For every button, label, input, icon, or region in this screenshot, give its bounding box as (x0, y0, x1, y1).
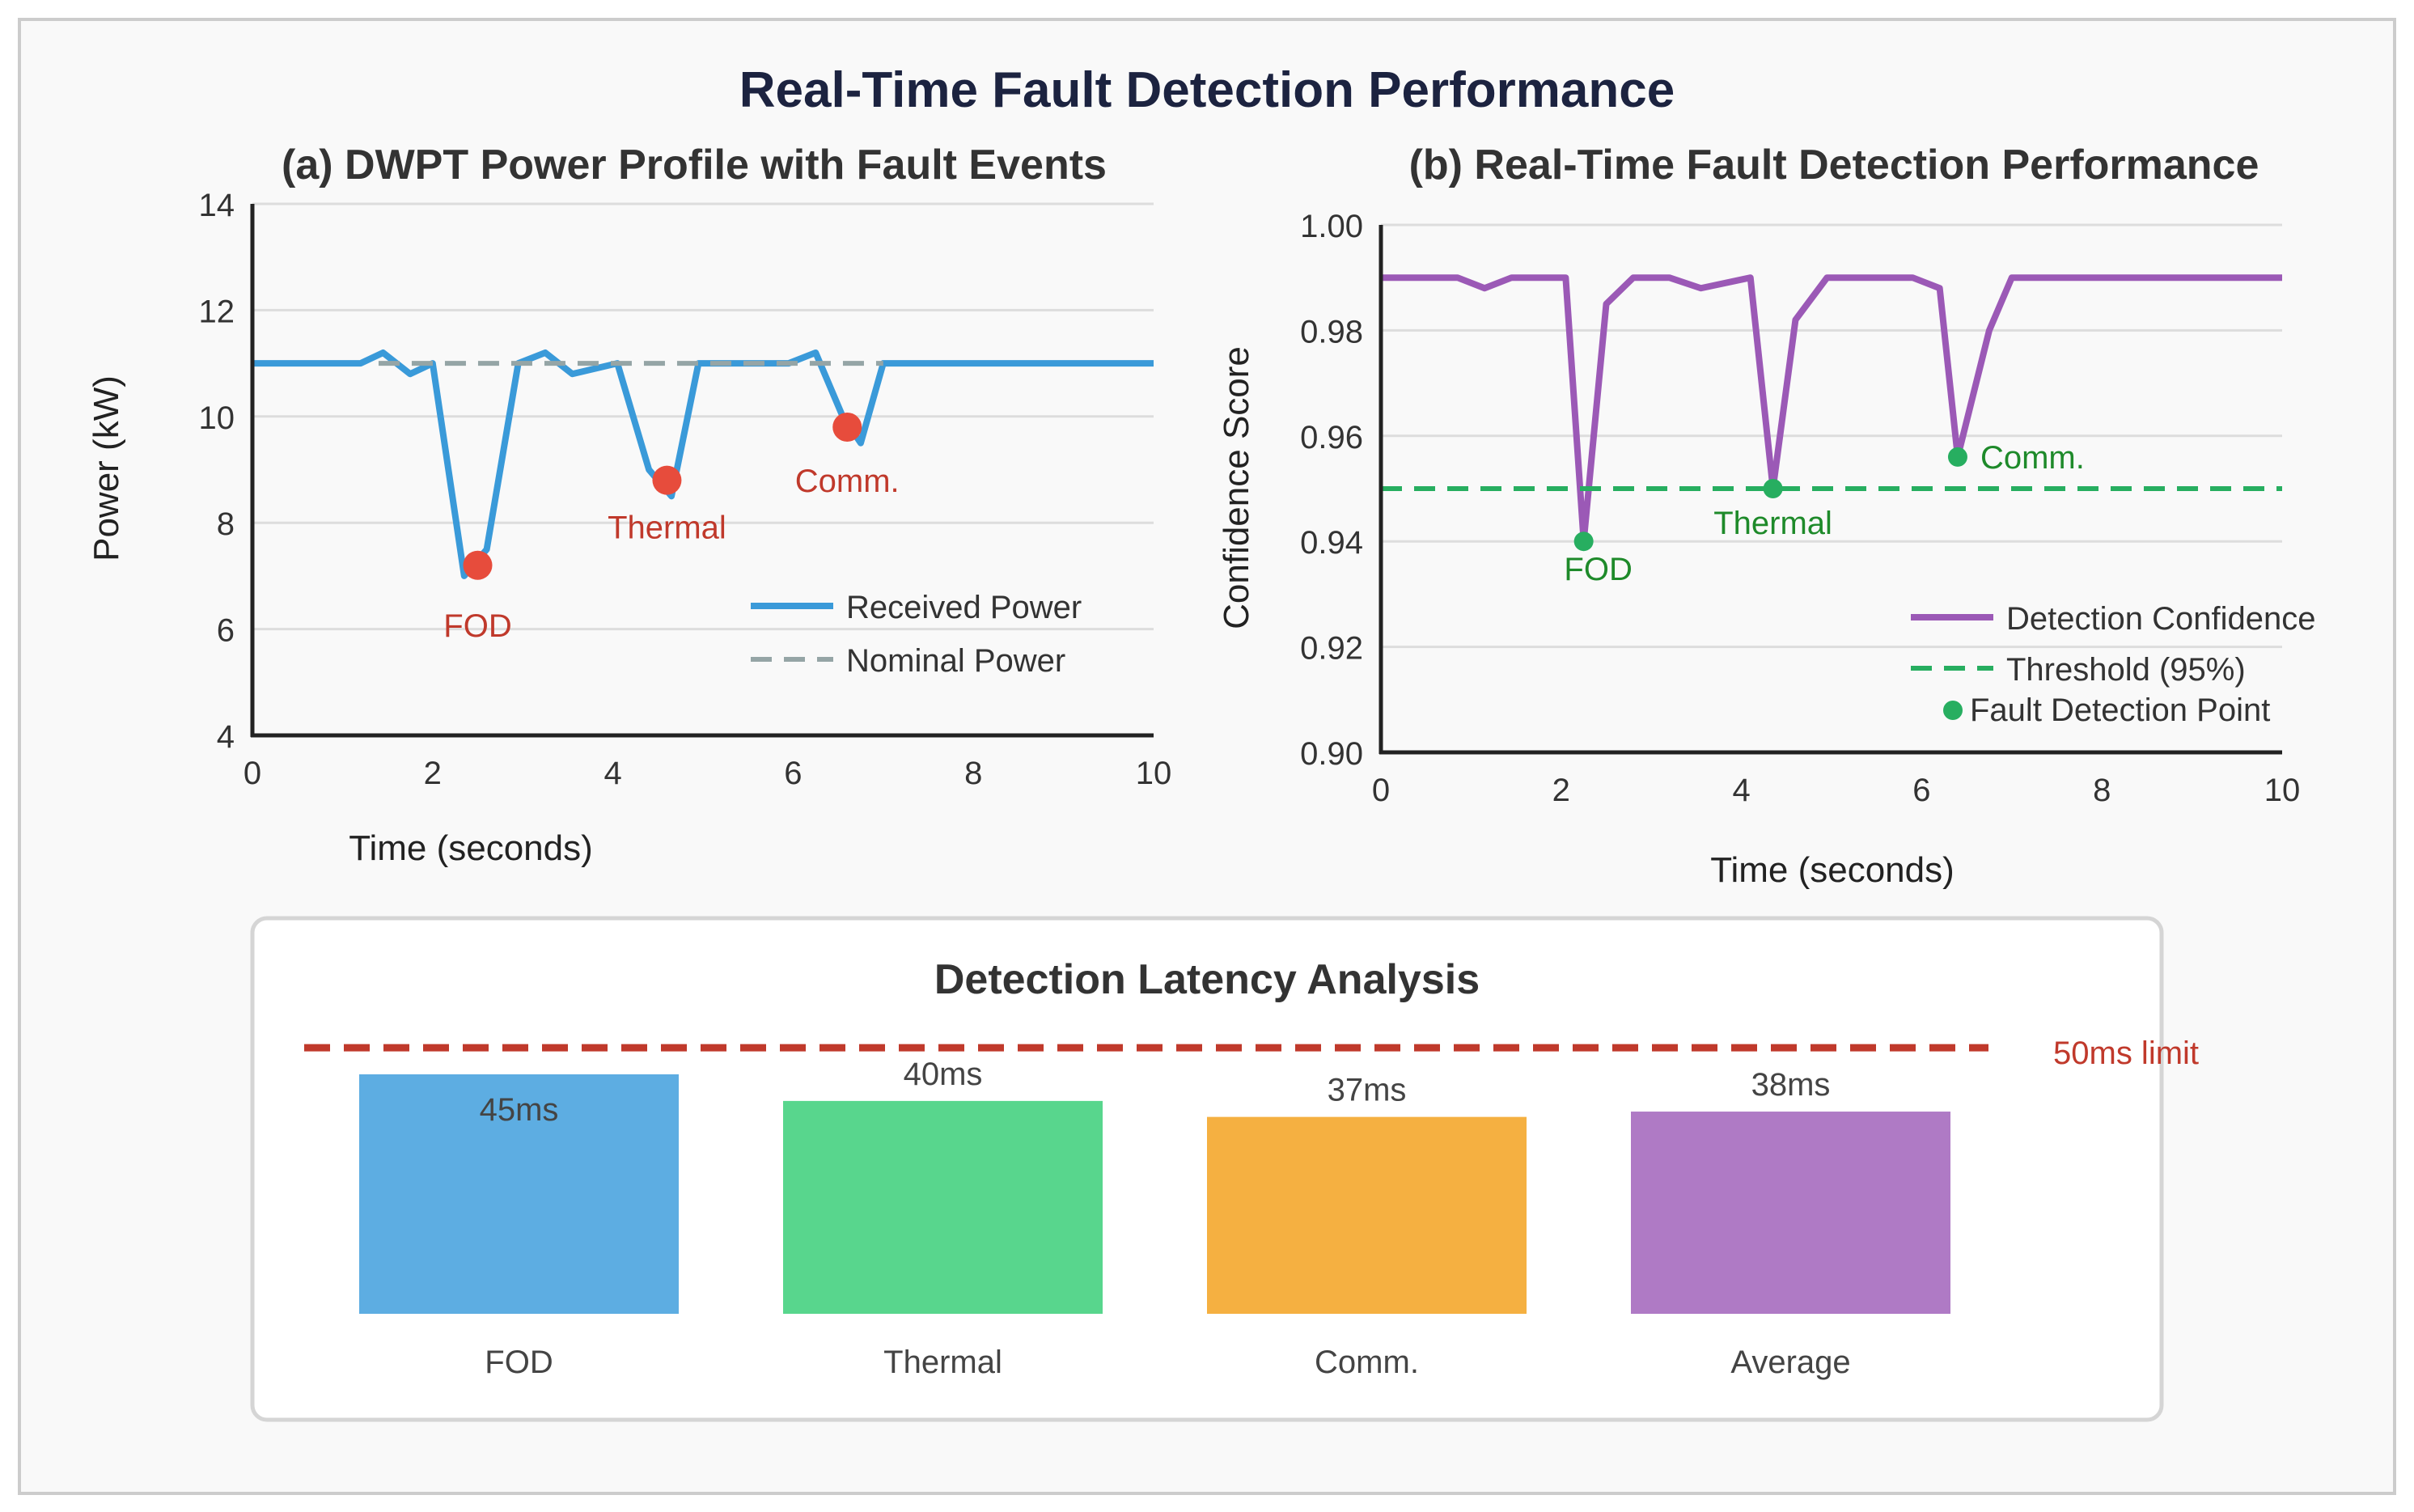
received-power-line (252, 349, 1154, 579)
x-tick-label: 8 (2093, 773, 2111, 808)
x-tick-label: 8 (964, 756, 982, 791)
confidence-chart-title: (b) Real-Time Fault Detection Performanc… (1409, 142, 2259, 188)
x-tick-label: 4 (604, 756, 621, 791)
x-tick-label: 2 (1552, 773, 1570, 808)
latency-category-label: Thermal (883, 1345, 1002, 1380)
fault-label: Comm. (795, 464, 900, 499)
confidence-chart-ylabel: Confidence Score (1217, 346, 1256, 629)
power-profile-chart: (a) DWPT Power Profile with Fault Events… (87, 142, 1171, 868)
y-tick-label: 10 (199, 400, 235, 436)
detection-confidence-line (1381, 274, 2282, 545)
y-tick-label: 0.94 (1300, 525, 1363, 561)
fault-marker (832, 412, 862, 442)
x-tick-label: 10 (1136, 756, 1172, 791)
x-tick-label: 0 (1372, 773, 1390, 808)
power-chart-ylabel: Power (kW) (87, 375, 126, 561)
latency-value-label: 45ms (480, 1092, 559, 1128)
power-chart-fault-markers: FOD Thermal Comm. (443, 412, 900, 644)
y-tick-label: 0.98 (1300, 314, 1363, 349)
latency-bar (1207, 1116, 1527, 1314)
latency-bar (783, 1100, 1103, 1314)
latency-category-label: FOD (485, 1345, 553, 1380)
power-chart-legend: Received Power Nominal Power (751, 590, 1082, 679)
y-tick-label: 1.00 (1300, 209, 1363, 244)
confidence-chart: (b) Real-Time Fault Detection Performanc… (1217, 142, 2315, 890)
detection-label: FOD (1564, 552, 1632, 587)
latency-value-label: 38ms (1751, 1067, 1831, 1103)
confidence-chart-ticks: 0.90 0.92 0.94 0.96 0.98 1.00 0 2 4 6 8 10 (1300, 209, 2300, 808)
fault-marker (463, 550, 493, 580)
legend-confidence-label: Detection Confidence (2006, 601, 2315, 637)
detection-label: Comm. (1980, 440, 2085, 476)
power-chart-xlabel: Time (seconds) (349, 828, 593, 868)
legend-received-label: Received Power (846, 590, 1082, 625)
detection-point (1763, 479, 1783, 498)
y-tick-label: 8 (217, 506, 235, 542)
y-tick-label: 0.96 (1300, 420, 1363, 455)
latency-limit: 50ms limit (304, 1036, 2199, 1071)
legend-point-label: Fault Detection Point (1970, 692, 2270, 728)
confidence-chart-axes (1379, 225, 2282, 755)
legend-nominal-label: Nominal Power (846, 643, 1065, 679)
y-tick-label: 0.90 (1300, 736, 1363, 772)
limit-label: 50ms limit (2053, 1036, 2199, 1071)
x-tick-label: 2 (424, 756, 442, 791)
latency-bars: 45ms FOD 40ms Thermal 37ms Comm. 38ms Average (359, 1057, 1950, 1380)
latency-category-label: Comm. (1315, 1345, 1419, 1380)
latency-chart-title: Detection Latency Analysis (934, 956, 1480, 1003)
latency-value-label: 40ms (904, 1057, 983, 1092)
power-chart-grid (252, 202, 1154, 631)
latency-bar (1631, 1112, 1950, 1314)
x-tick-label: 4 (1732, 773, 1750, 808)
confidence-chart-xlabel: Time (seconds) (1710, 850, 1954, 890)
detection-point (1947, 447, 1967, 467)
x-tick-label: 0 (244, 756, 261, 791)
latency-value-label: 37ms (1328, 1073, 1407, 1108)
y-tick-label: 0.92 (1300, 631, 1363, 667)
fault-marker (652, 465, 682, 495)
y-tick-label: 4 (217, 719, 235, 755)
x-tick-label: 6 (784, 756, 802, 791)
power-chart-ticks: 4 6 8 10 12 14 0 2 4 6 8 10 (199, 188, 1172, 791)
power-chart-series (252, 349, 1154, 579)
confidence-chart-detection-points: FOD Thermal Comm. (1564, 440, 2084, 587)
power-chart-axes (250, 204, 1154, 738)
y-tick-label: 14 (199, 188, 235, 223)
latency-panel: Detection Latency Analysis 45ms FOD 40ms Th… (250, 916, 2199, 1422)
fault-label: Thermal (608, 510, 726, 546)
y-tick-label: 12 (199, 294, 235, 329)
confidence-chart-legend: Detection Confidence Threshold (95%) Fault… (1911, 601, 2315, 728)
confidence-chart-series (1381, 274, 2282, 545)
y-tick-label: 6 (217, 613, 235, 649)
confidence-chart-grid (1381, 223, 2282, 649)
figure-title: Real-Time Fault Detection Performance (739, 62, 1675, 118)
legend-point-swatch (1943, 701, 1963, 720)
x-tick-label: 6 (1912, 773, 1930, 808)
legend-threshold-label: Threshold (95%) (2006, 652, 2246, 688)
latency-category-label: Average (1730, 1345, 1850, 1380)
x-tick-label: 10 (2264, 773, 2301, 808)
fault-label: FOD (443, 608, 511, 644)
detection-label: Thermal (1713, 506, 1832, 541)
latency-bar (359, 1074, 679, 1314)
detection-point (1573, 532, 1594, 552)
power-chart-title: (a) DWPT Power Profile with Fault Events (282, 142, 1107, 188)
